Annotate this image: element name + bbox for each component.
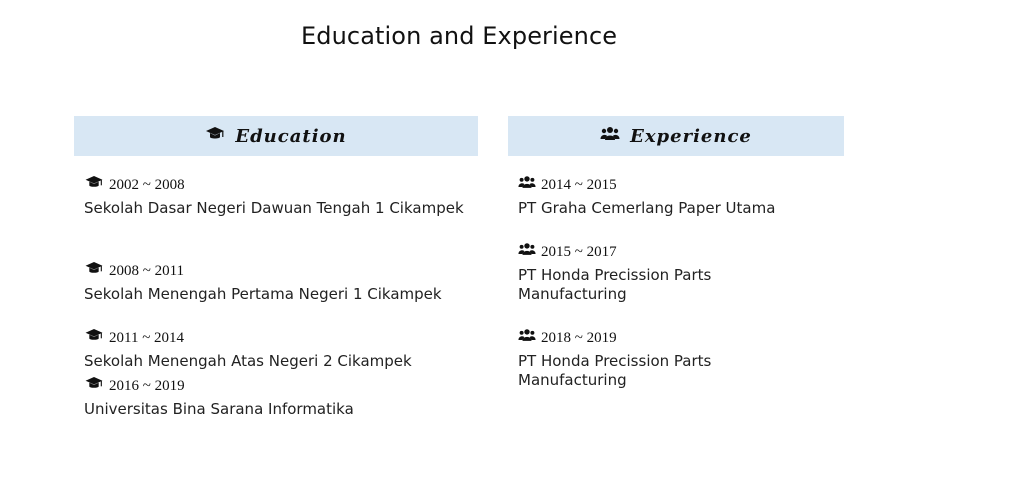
- item-name: Sekolah Dasar Negeri Dawuan Tengah 1 Cik…: [84, 199, 474, 218]
- list-item: 2011 ~ 2014 Sekolah Menengah Atas Negeri…: [84, 329, 474, 371]
- page-title: Education and Experience: [301, 22, 617, 50]
- education-heading: Education: [235, 126, 346, 147]
- item-period: 2015 ~ 2017: [541, 244, 617, 261]
- item-period: 2002 ~ 2008: [109, 177, 185, 194]
- list-item: 2014 ~ 2015 PT Graha Cemerlang Paper Uta…: [518, 176, 818, 218]
- list-item: 2008 ~ 2011 Sekolah Menengah Pertama Neg…: [84, 262, 474, 304]
- list-item: 2015 ~ 2017 PT Honda Precission Parts Ma…: [518, 243, 818, 304]
- education-column: Education 2002 ~ 2008 Sekolah Dasar Nege…: [74, 116, 478, 156]
- education-header: Education: [74, 116, 478, 156]
- experience-header: Experience: [508, 116, 844, 156]
- item-name: Sekolah Menengah Atas Negeri 2 Cikampek: [84, 352, 474, 371]
- graduation-cap-icon: [84, 328, 104, 348]
- item-name: PT Graha Cemerlang Paper Utama: [518, 199, 818, 218]
- list-item: 2016 ~ 2019 Universitas Bina Sarana Info…: [84, 377, 474, 419]
- item-period: 2008 ~ 2011: [109, 263, 184, 280]
- item-period: 2018 ~ 2019: [541, 330, 617, 347]
- users-icon: [600, 126, 620, 146]
- item-name: Universitas Bina Sarana Informatika: [84, 400, 474, 419]
- graduation-cap-icon: [84, 376, 104, 396]
- item-name: Sekolah Menengah Pertama Negeri 1 Cikamp…: [84, 285, 474, 304]
- item-period: 2014 ~ 2015: [541, 177, 617, 194]
- users-icon: [518, 328, 536, 348]
- item-period: 2016 ~ 2019: [109, 378, 185, 395]
- list-item: 2002 ~ 2008 Sekolah Dasar Negeri Dawuan …: [84, 176, 474, 218]
- item-period: 2011 ~ 2014: [109, 330, 184, 347]
- item-name: PT Honda Precission Parts Manufacturing: [518, 352, 818, 390]
- experience-heading: Experience: [630, 126, 752, 147]
- graduation-cap-icon: [205, 126, 225, 146]
- graduation-cap-icon: [84, 261, 104, 281]
- item-name: PT Honda Precission Parts Manufacturing: [518, 266, 818, 304]
- list-item: 2018 ~ 2019 PT Honda Precission Parts Ma…: [518, 329, 818, 390]
- graduation-cap-icon: [84, 175, 104, 195]
- users-icon: [518, 175, 536, 195]
- users-icon: [518, 242, 536, 262]
- experience-column: Experience 2014 ~ 2015 PT Graha Cemerlan…: [508, 116, 844, 156]
